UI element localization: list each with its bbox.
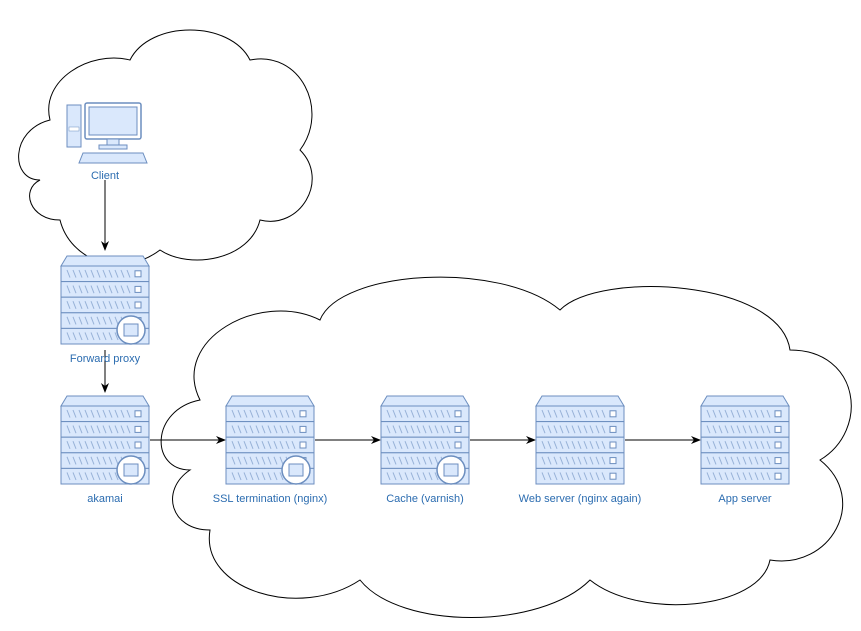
label-app: App server: [718, 493, 772, 505]
node-web: Web server (nginx again): [519, 396, 642, 505]
client-cloud: [19, 30, 313, 264]
label-cache: Cache (varnish): [386, 493, 464, 505]
label-client: Client: [91, 170, 119, 182]
architecture-diagram: Client Forward proxy akamai SSL termination…: [0, 0, 861, 631]
label-web: Web server (nginx again): [519, 493, 642, 505]
label-akamai: akamai: [87, 493, 122, 505]
node-akamai: akamai: [61, 396, 149, 505]
label-forward-proxy: Forward proxy: [70, 353, 141, 365]
node-cache: Cache (varnish): [381, 396, 469, 505]
node-forward-proxy: Forward proxy: [61, 256, 149, 365]
node-client: Client: [67, 103, 147, 182]
label-ssl: SSL termination (nginx): [213, 493, 328, 505]
node-ssl: SSL termination (nginx): [213, 396, 328, 505]
node-app: App server: [701, 396, 789, 505]
